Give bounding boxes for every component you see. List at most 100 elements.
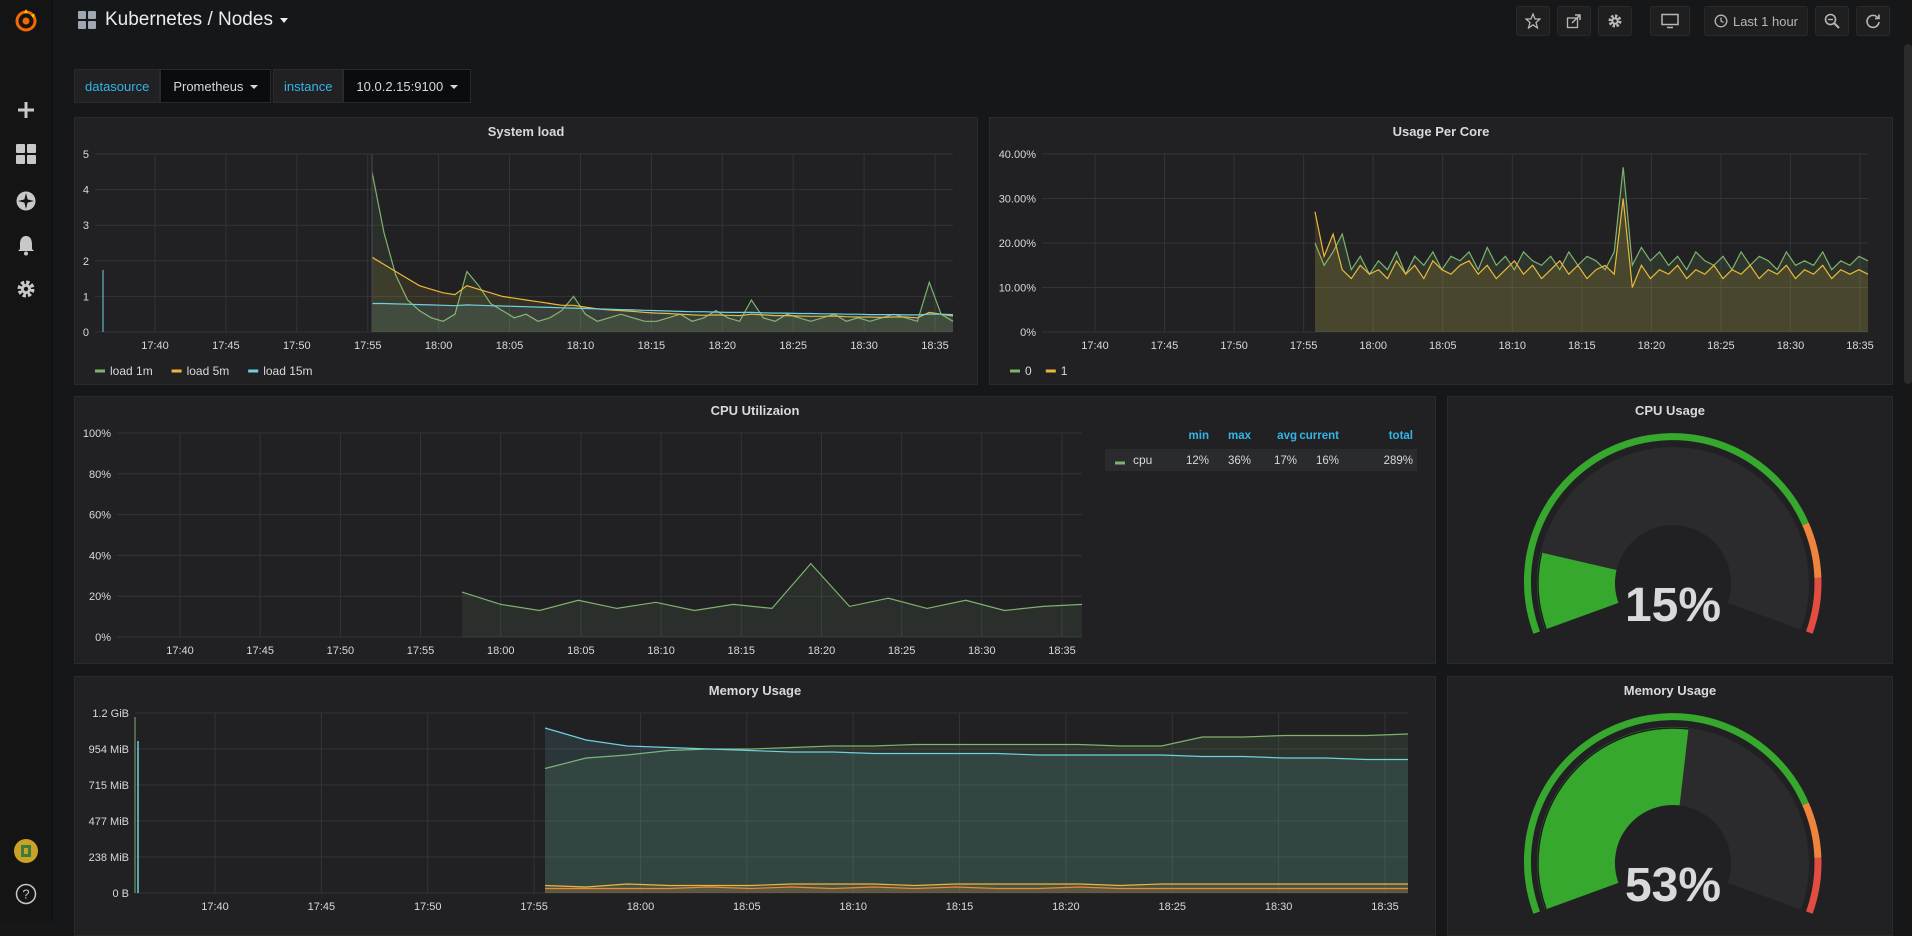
memory-usage-chart[interactable]: 1.2 GiB 954 MiB 715 MiB 477 MiB 238 MiB 0 B 17… [75,677,1435,935]
share-button[interactable] [1557,6,1591,36]
y-tick-label: 954 MiB [89,744,129,756]
y-tick-label: 715 MiB [89,780,129,792]
x-tick-label: 18:05 [567,645,595,657]
series-line-buffers[interactable] [544,883,1408,888]
gauge-threshold-ok [1523,713,1809,914]
panel-system-load: System load 5 4 3 2 1 0 17:40 17:45 17:50 17:55 18… [74,117,978,385]
y-tick-label: 80% [89,469,111,481]
y-tick-label: 238 MiB [89,852,129,864]
panel-title[interactable]: Memory Usage [708,683,802,698]
x-tick-label: 17:45 [246,645,274,657]
panel-title[interactable]: Usage Per Core [1392,124,1490,139]
legend-value-avg: 17% [1274,455,1297,467]
caret-down-icon [279,18,288,23]
y-tick-label: 1.2 GiB [92,708,129,720]
refresh-button[interactable] [1856,6,1890,36]
x-tick-label: 18:35 [921,340,949,352]
dashboards-grid-icon[interactable] [12,140,40,168]
create-plus-icon[interactable] [12,96,40,124]
gauge-threshold-critical [1805,857,1822,914]
series-line-cpu[interactable] [461,562,1083,612]
x-tick-label: 18:25 [779,340,807,352]
configuration-gear-icon[interactable] [12,275,40,303]
y-tick-label: 0% [1020,327,1036,339]
x-tick-label: 18:20 [1052,901,1080,913]
cpu-utilization-chart[interactable]: 100% 80% 60% 40% 20% 0% 17:40 17:45 17:50 17:55 18… [75,397,1435,663]
x-tick-label: 18:10 [839,901,867,913]
y-tick-label: 3 [83,220,89,232]
svg-text:?: ? [22,887,29,902]
y-tick-label: 20.00% [999,238,1037,250]
star-button[interactable] [1516,6,1550,36]
gauge-threshold-ok [1523,433,1809,634]
legend-item-label[interactable]: load 5m [187,364,230,378]
x-tick-label: 17:50 [414,901,442,913]
caret-down-icon [449,85,458,89]
legend-header-max[interactable]: max [1228,430,1252,442]
dashboard-title[interactable]: Kubernetes / Nodes [78,9,289,31]
series-area-cached [545,728,1408,893]
variable-select-instance[interactable]: 10.0.2.15:9100 [343,69,471,103]
user-avatar[interactable] [12,837,40,865]
x-tick-label: 18:30 [968,645,996,657]
legend-item-label[interactable]: 0 [1025,364,1032,378]
series-line-1[interactable] [1314,198,1869,288]
panel-title[interactable]: CPU Utilizaion [710,403,800,418]
series-line-cached[interactable] [544,727,1408,761]
x-tick-label: 18:35 [1371,901,1399,913]
x-tick-label: 17:55 [354,340,382,352]
time-range-label: Last 1 hour [1732,13,1799,29]
dashboard-title-text: Kubernetes / Nodes [105,9,273,30]
y-tick-label: 2 [83,256,89,268]
system-load-chart[interactable]: 5 4 3 2 1 0 17:40 17:45 17:50 17:55 18:00 18:05 18:1… [75,118,977,384]
series-line-0[interactable] [1314,167,1869,276]
y-tick-label: 0 B [112,888,129,900]
panel-title[interactable]: System load [487,124,565,139]
legend-header-min[interactable]: min [1189,430,1209,442]
cog-icon [1608,14,1622,28]
panel-title[interactable]: CPU Usage [1634,403,1706,418]
variable-value-instance: 10.0.2.15:9100 [356,79,444,94]
help-icon[interactable]: ? [12,880,40,908]
legend-header-current[interactable]: current [1299,430,1339,442]
zoom-out-button[interactable] [1815,6,1849,36]
time-picker-button[interactable]: Last 1 hour [1704,6,1808,36]
explore-compass-icon[interactable] [12,187,40,215]
series-line-load-5m[interactable] [371,256,954,319]
variable-select-datasource[interactable]: Prometheus [160,69,272,103]
gauge-value-edge [1537,552,1547,630]
gauge-value-text: 15% [1625,579,1721,632]
refresh-icon [1866,14,1880,29]
x-tick-label: 18:35 [1048,645,1076,657]
legend-item-label[interactable]: load 15m [263,364,312,378]
legend-item-label[interactable]: load 1m [110,364,153,378]
x-tick-label: 17:40 [166,645,194,657]
grafana-logo-icon[interactable] [12,6,40,34]
panel-title[interactable]: Memory Usage [1623,683,1717,698]
series-line-load-15m[interactable] [372,302,954,316]
series-line-free[interactable] [545,886,1408,890]
x-tick-label: 18:25 [1159,901,1187,913]
panel-memory-usage: Memory Usage 1.2 GiB 954 MiB 715 MiB 477 Mi… [74,676,1436,936]
legend-header-total[interactable]: total [1389,430,1413,442]
variable-label-datasource: datasource [74,69,161,103]
series-area-buffers [545,884,1408,893]
x-tick-label: 18:05 [1429,340,1457,352]
x-tick-label: 17:40 [1081,340,1109,352]
legend-header-avg[interactable]: avg [1277,430,1297,442]
zoom-out-icon [1824,13,1840,29]
series-line-load-1m[interactable] [371,171,954,323]
monitor-icon [1661,13,1679,29]
tv-mode-button[interactable] [1650,6,1690,36]
series-area-load-15m [372,303,953,332]
y-tick-label: 20% [89,591,111,603]
series-line-used[interactable] [544,733,1409,770]
y-tick-label: 477 MiB [89,816,129,828]
page-scrollbar[interactable] [1904,44,1912,384]
legend-item-label[interactable]: cpu [1133,453,1152,467]
series-area-load-5m [372,257,953,332]
settings-button[interactable] [1598,6,1632,36]
usage-per-core-chart[interactable]: 40.00% 30.00% 20.00% 10.00% 0% 17:40 17:45 17:5… [990,118,1892,384]
alerting-bell-icon[interactable] [12,231,40,259]
legend-item-label[interactable]: 1 [1061,364,1068,378]
